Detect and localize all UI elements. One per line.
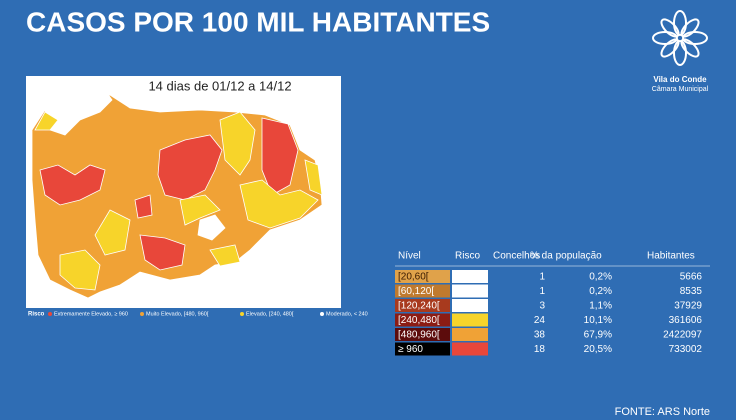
risk-cell (452, 328, 488, 341)
risk-cell (452, 342, 488, 356)
concelhos: 24 (534, 315, 546, 326)
title: CASOS POR 100 MIL HABITANTES (26, 6, 490, 37)
inhabitants: 733002 (669, 344, 703, 355)
subtitle: 14 dias de 01/12 a 14/12 (148, 78, 291, 93)
population-share: 10,1% (584, 315, 612, 326)
legend: Risco Extremamente Elevado, ≥ 960 Muito E… (28, 311, 368, 317)
level-cell (395, 284, 450, 298)
concelhos: 3 (539, 301, 545, 312)
level-label: [480,960[ (398, 330, 440, 341)
population-share: 0,2% (589, 272, 612, 283)
level-label: [120,240[ (398, 301, 440, 312)
legend-label: Moderado, < 240 (326, 311, 368, 317)
table-header: Habitantes (647, 251, 695, 262)
logo-org: Câmara Municipal (652, 86, 709, 93)
concelhos: 38 (534, 330, 546, 341)
logo-icon (652, 10, 708, 66)
legend-dot (240, 312, 244, 316)
risk-cell (452, 313, 488, 327)
level-label: [240,480[ (398, 315, 440, 326)
table-header: % da população (530, 251, 602, 262)
level-label: [20,60[ (398, 272, 429, 283)
inhabitants: 2422097 (663, 330, 702, 341)
level-cell (395, 270, 450, 283)
legend-label: Muito Elevado, [480, 960[ (146, 311, 209, 317)
legend-dot (320, 312, 324, 316)
population-share: 0,2% (589, 286, 612, 297)
legend-title: Risco (28, 312, 45, 318)
concelhos: 1 (539, 272, 545, 283)
logo-name: Vila do Conde (653, 75, 707, 84)
legend-dot (140, 312, 144, 316)
inhabitants: 361606 (669, 315, 703, 326)
legend-dot (48, 312, 52, 316)
inhabitants: 8535 (680, 286, 703, 297)
table-header: Concelhos (493, 251, 540, 262)
table: Nível Risco Concelhos% da população Habitan… (395, 251, 710, 356)
legend-label: Elevado, [240, 480[ (246, 311, 294, 317)
risk-cell (452, 299, 488, 312)
level-label: [60,120[ (398, 286, 434, 297)
risk-cell (452, 270, 488, 283)
level-label: ≥ 960 (398, 344, 423, 355)
source: FONTE: ARS Norte (615, 406, 710, 418)
concelhos: 1 (539, 286, 545, 297)
population-share: 67,9% (584, 330, 612, 341)
inhabitants: 37929 (674, 301, 702, 312)
level-cell (395, 299, 450, 312)
population-share: 20,5% (584, 344, 612, 355)
concelhos: 18 (534, 344, 546, 355)
table-header: Risco (455, 251, 480, 262)
legend-label: Extremamente Elevado, ≥ 960 (54, 311, 128, 317)
table-header: Nível (398, 251, 421, 262)
inhabitants: 5666 (680, 272, 703, 283)
level-cell (395, 328, 450, 341)
level-cell (395, 342, 450, 356)
map (31, 89, 323, 299)
level-cell (395, 313, 450, 327)
risk-cell (452, 284, 488, 298)
population-share: 1,1% (589, 301, 612, 312)
